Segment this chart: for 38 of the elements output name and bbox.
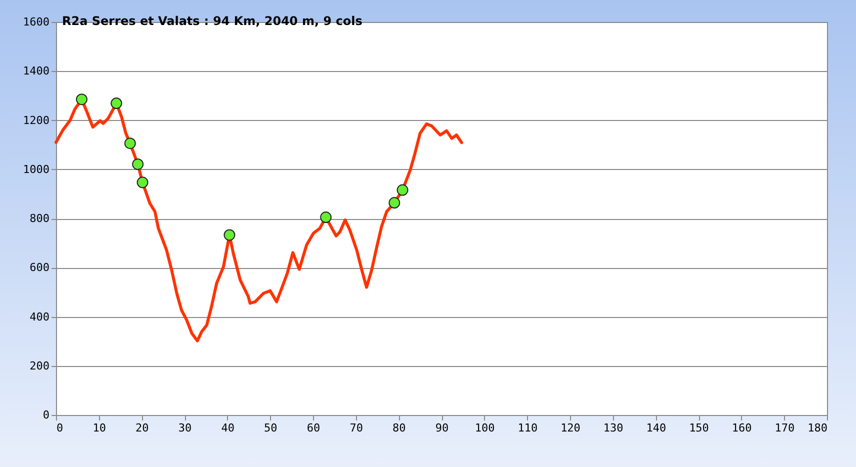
x-tick-label: 100: [474, 422, 495, 434]
y-tick-label: 800: [30, 212, 50, 225]
y-tick-label: 1000: [23, 162, 50, 176]
x-tick-label: 60: [306, 422, 320, 434]
point: [76, 94, 88, 106]
x-tick-label: 0: [56, 422, 64, 434]
y-tick-label: 1400: [23, 64, 50, 78]
x-tick-label: 20: [136, 422, 149, 434]
x-tick-label: 10: [92, 422, 106, 434]
point: [396, 184, 408, 196]
x-tick-label: 160: [732, 422, 752, 434]
point: [388, 197, 400, 209]
y-tick-label: 600: [30, 261, 50, 274]
x-tick-label: 90: [435, 422, 449, 434]
point: [320, 212, 332, 224]
x-tick-label: 40: [221, 422, 234, 434]
point: [124, 138, 136, 150]
x-tick-label: 130: [603, 422, 624, 434]
x-tick-label: 50: [264, 422, 278, 434]
x-tick-label: 180: [808, 422, 828, 434]
x-tick-label: 110: [518, 422, 538, 434]
x-tick-label: 150: [689, 422, 709, 434]
point: [224, 229, 236, 241]
chart-title: R2a Serres et Valats : 94 Km, 2040 m, 9 cols: [62, 14, 362, 28]
point: [136, 176, 148, 188]
y-tick-label: 1600: [23, 16, 50, 28]
y-tick-label: 400: [30, 310, 50, 324]
x-tick-label: 70: [350, 422, 363, 434]
point: [110, 98, 122, 110]
y-tick-label: 0: [42, 408, 50, 422]
y-tick-label: 200: [30, 359, 50, 372]
y-tick-label: 1200: [23, 114, 50, 127]
x-tick-label: 80: [392, 422, 406, 434]
point: [132, 158, 144, 170]
x-tick-label: 30: [178, 422, 192, 434]
x-tick-label: 120: [560, 422, 580, 434]
x-tick-label: 170: [774, 422, 795, 434]
x-tick-label: 140: [646, 422, 666, 434]
